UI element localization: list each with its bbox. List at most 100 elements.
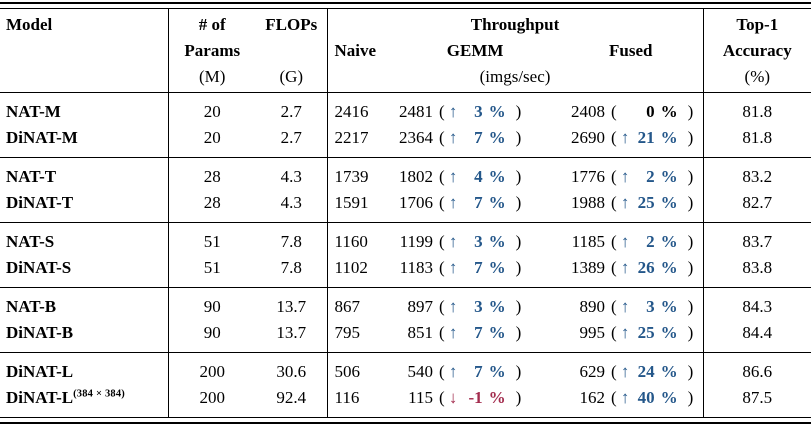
fused-throughput-cell: 890 (↑ 3%) (559, 287, 704, 320)
percent-sign: % (660, 323, 678, 342)
open-paren: ( (439, 102, 445, 121)
percent-sign: % (488, 388, 506, 407)
close-paren: ) (687, 258, 694, 277)
header-model: Model (0, 9, 169, 93)
open-paren: ( (439, 167, 445, 186)
gemm-throughput-value: 115 (408, 388, 433, 407)
percent-sign: % (488, 193, 506, 212)
up-arrow-icon: ↑ (620, 258, 630, 277)
top1-accuracy-value: 81.8 (742, 102, 773, 121)
fused-throughput-value: 629 (579, 362, 606, 381)
table-row: DiNAT-L(384 × 384) 200 92.4 116 115(↓ -1%… (0, 385, 811, 417)
table-top-rule (0, 2, 811, 9)
naive-throughput-value: 1591 (334, 193, 369, 212)
table-row: NAT-T 28 4.3 1739 1802(↑ 4%) 1776(↑ 2%) 83… (0, 157, 811, 190)
header-flops-label: FLOPs (265, 15, 318, 34)
fused-throughput-value: 1776 (571, 167, 605, 186)
up-arrow-icon: ↑ (448, 193, 458, 212)
table-row: NAT-B 90 13.7 867 897(↑ 3%) 890(↑ 3%) 84.3 (0, 287, 811, 320)
header-throughput-unit: (imgs/sec) (479, 67, 551, 86)
gemm-throughput-value: 1802 (399, 167, 433, 186)
params-value: 20 (203, 128, 221, 147)
up-arrow-icon: ↑ (448, 128, 458, 147)
percent-sign: % (488, 297, 506, 316)
fused-delta-percent: 3 (646, 297, 655, 316)
model-name: DiNAT-L (6, 388, 74, 407)
open-paren: ( (611, 388, 617, 407)
down-arrow-icon: ↓ (448, 388, 458, 407)
naive-throughput-value: 506 (327, 352, 391, 385)
up-arrow-icon: ↑ (620, 193, 630, 212)
percent-sign: % (660, 128, 678, 147)
top1-accuracy-value: 84.4 (742, 323, 773, 342)
close-paren: ) (687, 167, 694, 186)
up-arrow-icon: ↑ (448, 323, 458, 342)
close-paren: ) (515, 193, 522, 212)
model-name: NAT-T (6, 167, 57, 186)
gemm-throughput-cell: 1199 (↑ 3%) (391, 222, 559, 255)
flops-value: 7.8 (256, 222, 328, 255)
open-paren: ( (611, 167, 617, 186)
header-fused: Fused (608, 41, 653, 60)
gemm-throughput-value: 897 (407, 297, 434, 316)
gemm-delta-percent: 7 (474, 128, 483, 147)
gemm-delta-percent: 7 (474, 258, 483, 277)
gemm-throughput-value: 2364 (399, 128, 433, 147)
close-paren: ) (515, 323, 522, 342)
flops-value: 92.4 (256, 385, 328, 417)
header-top1-line2: Accuracy (722, 41, 792, 60)
close-paren: ) (515, 232, 522, 251)
header-model-label: Model (6, 15, 53, 34)
params-value: 90 (168, 287, 256, 320)
percent-sign: % (660, 232, 678, 251)
flops-value: 13.7 (256, 320, 328, 353)
fused-throughput-cell: 162 (↑ 40%) (559, 385, 704, 417)
fused-delta-percent: 21 (637, 128, 655, 147)
top1-accuracy-value: 83.8 (742, 258, 773, 277)
up-arrow-icon: ↑ (620, 167, 630, 186)
open-paren: ( (611, 258, 617, 277)
close-paren: ) (687, 128, 694, 147)
up-arrow-icon: ↑ (620, 323, 630, 342)
up-arrow-icon: ↑ (620, 128, 630, 147)
up-arrow-icon: ↑ (448, 297, 458, 316)
gemm-delta-percent: 7 (474, 362, 483, 381)
flops-value: 30.6 (256, 352, 328, 385)
percent-sign: % (660, 297, 678, 316)
up-arrow-icon: ↑ (448, 232, 458, 251)
percent-sign: % (488, 362, 506, 381)
naive-throughput-value: 1739 (327, 157, 391, 190)
gemm-delta-percent: 3 (474, 232, 483, 251)
close-paren: ) (687, 297, 694, 316)
open-paren: ( (439, 362, 445, 381)
header-flops: FLOPs (G) (256, 9, 328, 93)
percent-sign: % (660, 167, 678, 186)
open-paren: ( (611, 128, 617, 147)
gemm-throughput-value: 1183 (399, 258, 433, 277)
naive-throughput-value: 1160 (327, 222, 391, 255)
table-row: DiNAT-S 51 7.8 1102 1183(↑ 7%) 1389(↑ 26%)… (0, 255, 811, 288)
header-throughput-label: Throughput (470, 15, 560, 34)
open-paren: ( (611, 193, 617, 212)
gemm-delta-percent: 3 (474, 297, 483, 316)
naive-throughput-value: 116 (334, 388, 360, 407)
fused-delta-percent: 24 (637, 362, 655, 381)
model-name: DiNAT-S (6, 258, 72, 277)
percent-sign: % (488, 232, 506, 251)
model-name: NAT-S (6, 232, 55, 251)
gemm-throughput-value: 1706 (399, 193, 433, 212)
gemm-throughput-cell: 1802 (↑ 4%) (391, 157, 559, 190)
percent-sign: % (660, 388, 678, 407)
fused-delta-percent: 2 (646, 167, 655, 186)
gemm-throughput-value: 540 (407, 362, 434, 381)
percent-sign: % (488, 323, 506, 342)
open-paren: ( (611, 323, 617, 342)
table-row: NAT-M 20 2.7 2416 2481(↑ 3%) 2408(0%) 81.… (0, 92, 811, 125)
gemm-throughput-cell: 2364 (↑ 7%) (391, 125, 559, 158)
percent-sign: % (488, 167, 506, 186)
top1-accuracy-value: 87.5 (742, 388, 773, 407)
naive-throughput-value: 1102 (334, 258, 368, 277)
model-resolution-superscript: (384 × 384) (73, 388, 126, 400)
close-paren: ) (687, 323, 694, 342)
fused-throughput-cell: 2408 (0%) (559, 92, 704, 125)
